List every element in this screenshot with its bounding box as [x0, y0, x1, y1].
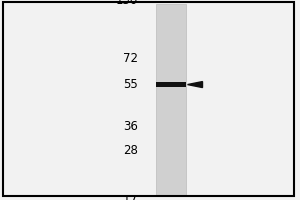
Text: 28: 28: [123, 144, 138, 157]
Text: 36: 36: [123, 120, 138, 133]
Bar: [156, 4, 186, 196]
Text: 72: 72: [123, 52, 138, 65]
Text: 17: 17: [123, 194, 138, 200]
Text: 55: 55: [123, 78, 138, 91]
Polygon shape: [188, 82, 202, 88]
Bar: [156, 82, 186, 87]
Text: 130: 130: [116, 0, 138, 6]
